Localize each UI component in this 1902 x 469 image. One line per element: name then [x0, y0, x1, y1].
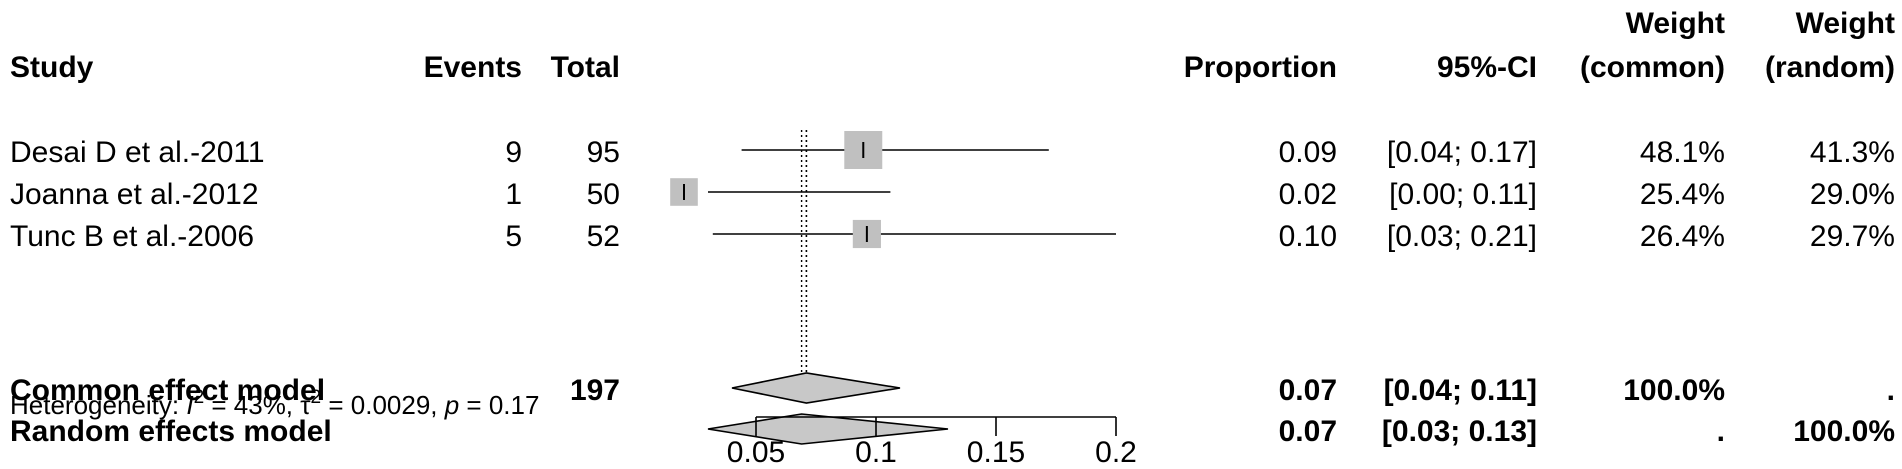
- model-name: Common effect model: [10, 374, 325, 407]
- het-i-symbol: I: [186, 390, 193, 420]
- het-tau-symbol: τ: [300, 390, 311, 420]
- study-total: 50: [587, 178, 620, 211]
- model-weight-common: .: [1717, 415, 1725, 448]
- study-proportion: 0.02: [1279, 178, 1337, 211]
- study-weight-common: 26.4%: [1640, 220, 1725, 253]
- model-weight-random: .: [1887, 374, 1895, 407]
- study-name: Desai D et al.-2011: [10, 136, 265, 169]
- het-i-sup: 2: [194, 387, 205, 408]
- heterogeneity-text: Heterogeneity: I2 = 43%, τ2 = 0.0029, p …: [10, 387, 539, 420]
- het-prefix: Heterogeneity:: [10, 390, 186, 420]
- study-row-3: Tunc B et al.-2006 5 52 0.10 [0.03; 0.21…: [10, 220, 1895, 253]
- study-ci: [0.00; 0.11]: [1389, 178, 1537, 211]
- model-weight-common: 100.0%: [1623, 374, 1725, 407]
- het-p-symbol: p: [444, 390, 459, 420]
- study-ci: [0.03; 0.21]: [1387, 220, 1537, 253]
- model-name: Random effects model: [10, 415, 332, 448]
- study-name: Joanna et al.-2012: [10, 178, 259, 211]
- model-total: 197: [570, 374, 620, 407]
- study-proportion: 0.09: [1279, 136, 1337, 169]
- header-total: Total: [551, 51, 620, 84]
- x-tick-label: 0.1: [855, 436, 897, 469]
- model-ci: [0.04; 0.11]: [1384, 374, 1537, 407]
- study-name: Tunc B et al.-2006: [10, 220, 254, 253]
- header-weight-random-2: (random): [1765, 51, 1895, 84]
- study-events: 9: [505, 136, 522, 169]
- model-row-random: Random effects model 0.07 [0.03; 0.13] .…: [10, 415, 1895, 448]
- x-tick-label: 0.05: [727, 436, 785, 469]
- study-row-1: Desai D et al.-2011 9 95 0.09 [0.04; 0.1…: [10, 136, 1895, 169]
- study-weight-common: 25.4%: [1640, 178, 1725, 211]
- study-total: 95: [587, 136, 620, 169]
- header-study: Study: [10, 51, 94, 84]
- het-tau-sup: 2: [311, 387, 322, 408]
- study-weight-common: 48.1%: [1640, 136, 1725, 169]
- header-weight-common-2: (common): [1580, 51, 1725, 84]
- study-weight-random: 41.3%: [1810, 136, 1895, 169]
- study-row-2: Joanna et al.-2012 1 50 0.02 [0.00; 0.11…: [10, 178, 1895, 211]
- het-p-value: = 0.17: [459, 390, 539, 420]
- study-weight-random: 29.7%: [1810, 220, 1895, 253]
- model-proportion: 0.07: [1279, 374, 1337, 407]
- plot-area: 0.05 0.1 0.15 0.2: [670, 130, 1137, 469]
- het-tau-value: = 0.0029,: [321, 390, 445, 420]
- study-weight-random: 29.0%: [1810, 178, 1895, 211]
- header-ci: 95%-CI: [1437, 51, 1537, 84]
- model-proportion: 0.07: [1279, 415, 1337, 448]
- study-proportion: 0.10: [1279, 220, 1337, 253]
- het-i-value: = 43%,: [204, 390, 300, 420]
- x-tick-label: 0.15: [967, 436, 1025, 469]
- model-row-common: Common effect model 197 0.07 [0.04; 0.11…: [10, 374, 1895, 407]
- common-effect-diamond: [731, 372, 901, 404]
- study-ci: [0.04; 0.17]: [1387, 136, 1537, 169]
- model-ci: [0.03; 0.13]: [1382, 415, 1537, 448]
- study-events: 1: [505, 178, 522, 211]
- header-weight-common-1: Weight: [1626, 7, 1725, 40]
- x-tick-label: 0.2: [1095, 436, 1137, 469]
- study-events: 5: [505, 220, 522, 253]
- header-events: Events: [424, 51, 522, 84]
- model-weight-random: 100.0%: [1793, 415, 1895, 448]
- random-effects-diamond: [707, 413, 949, 445]
- header-proportion: Proportion: [1184, 51, 1337, 84]
- column-headers: Study Events Total Proportion 95%-CI Wei…: [10, 7, 1895, 84]
- study-total: 52: [587, 220, 620, 253]
- header-weight-random-1: Weight: [1796, 7, 1895, 40]
